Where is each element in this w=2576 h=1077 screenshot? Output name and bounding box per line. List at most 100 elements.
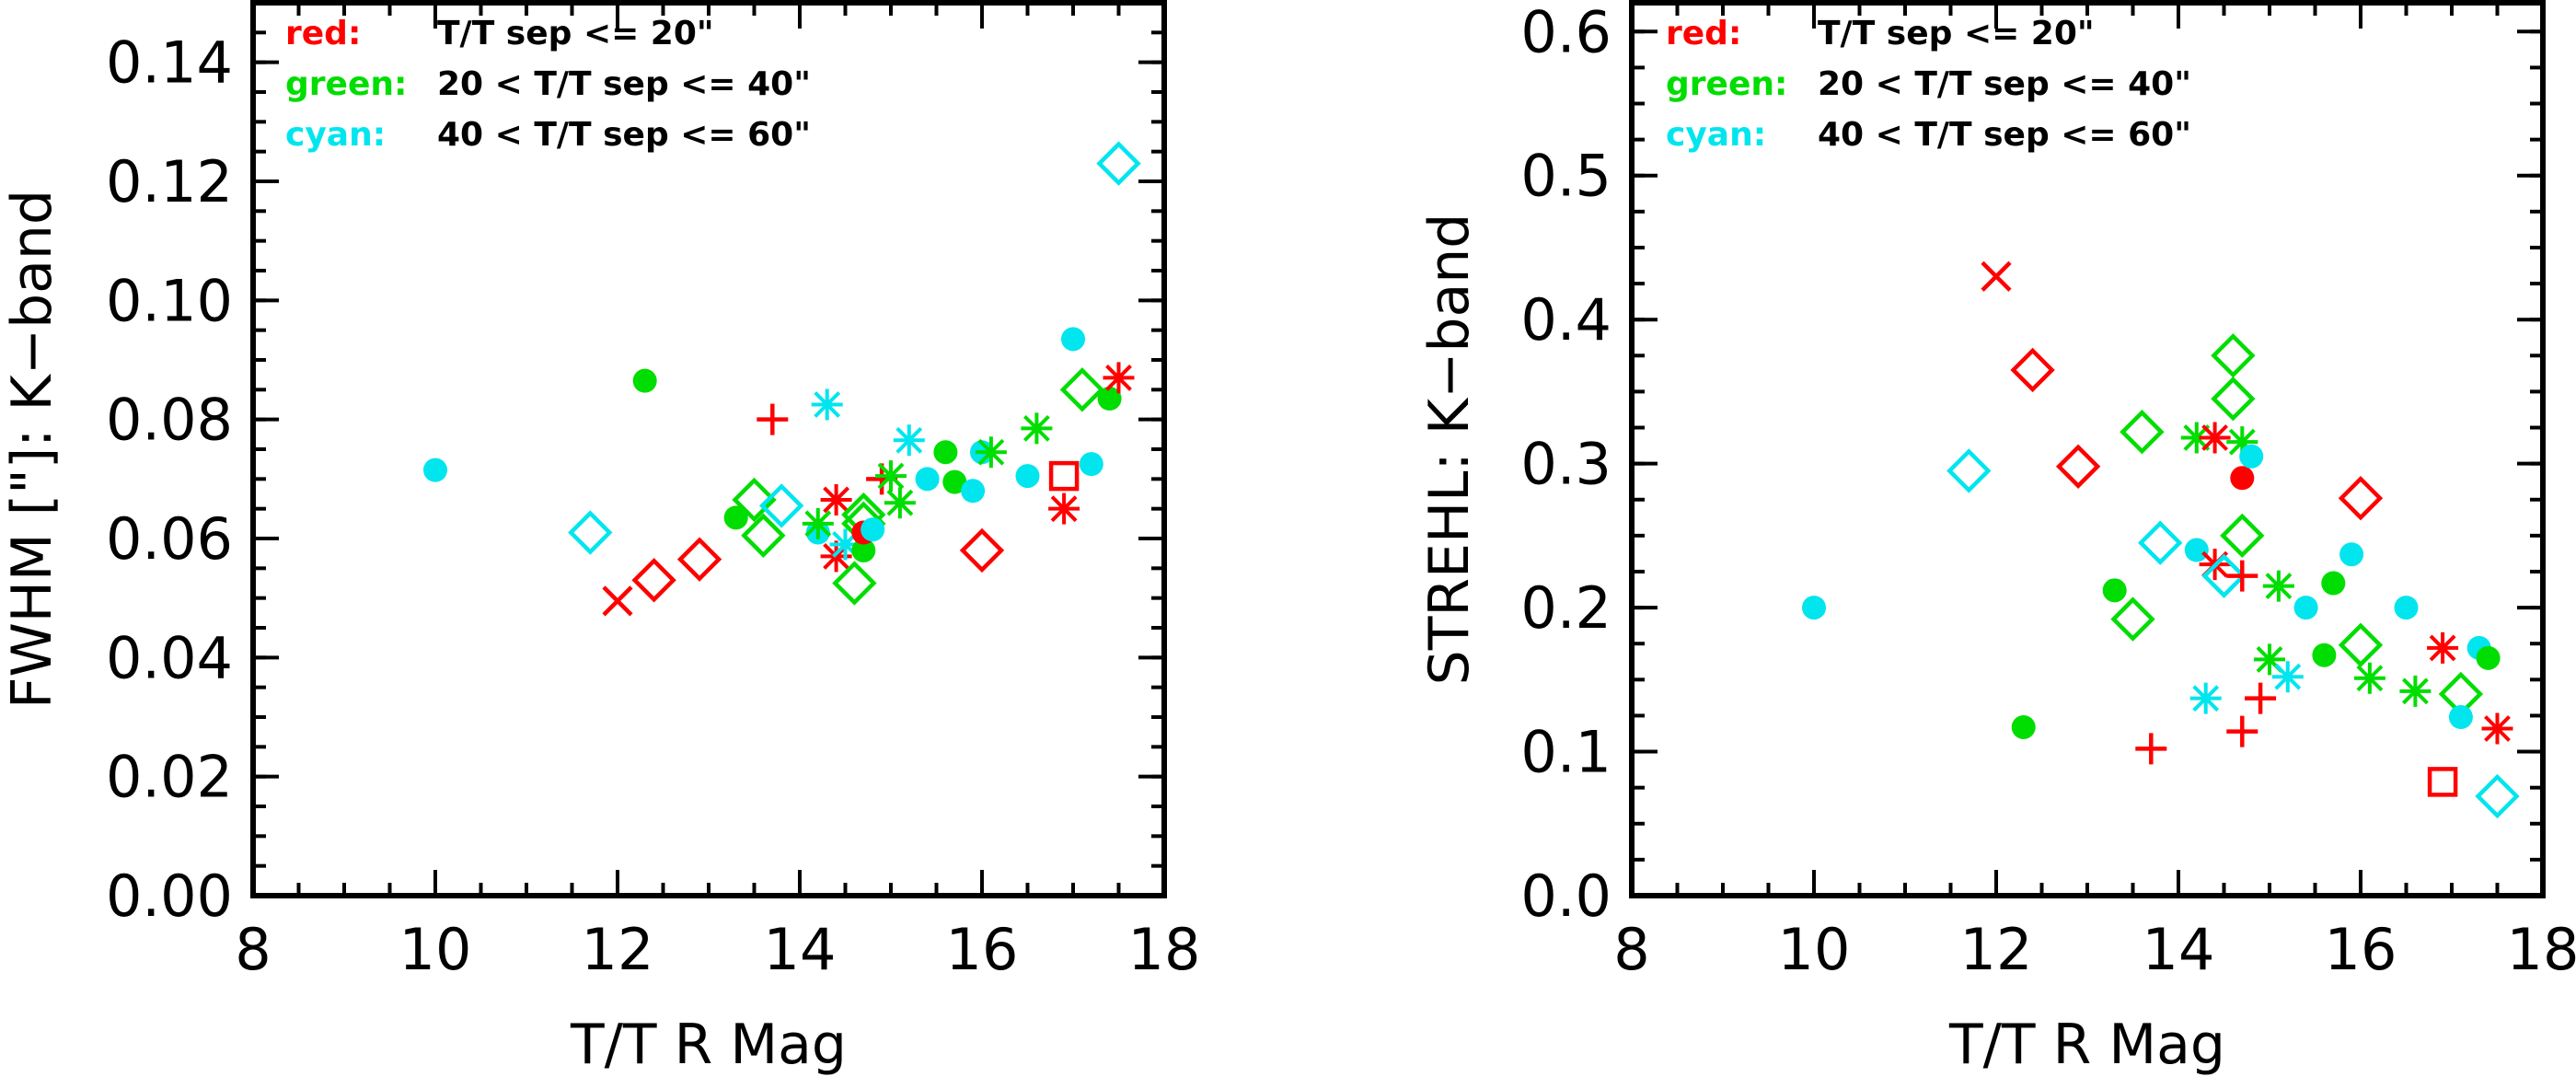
data-point-circle — [1802, 596, 1826, 620]
legend-key-red: red: — [1666, 15, 1741, 52]
data-point-asterisk — [820, 540, 852, 573]
y-axis-title: FWHM ["]: K−band — [0, 190, 64, 709]
y-tick-label: 0.14 — [106, 29, 233, 97]
data-point-diamond — [568, 510, 613, 555]
data-point-circle — [2339, 542, 2364, 567]
data-point-diamond — [2220, 513, 2265, 559]
data-point-diamond — [2211, 333, 2256, 378]
data-point-plus — [2245, 682, 2277, 714]
legend-key-cyan: cyan: — [285, 116, 386, 154]
data-point-plus — [2135, 733, 2167, 765]
y-tick-label: 0.10 — [106, 267, 233, 334]
data-point-circle — [2476, 645, 2501, 670]
y-tick-label: 0.4 — [1520, 286, 1611, 353]
y-tick-label: 0.08 — [106, 387, 233, 454]
data-point-diamond — [2201, 553, 2247, 598]
data-point-diamond — [1059, 367, 1105, 412]
data-point-plus — [2226, 560, 2258, 592]
legend-label-green: 20 < T/T sep <= 40" — [437, 65, 811, 103]
data-point-asterisk — [875, 460, 907, 492]
data-point-diamond — [2338, 476, 2384, 521]
data-point-asterisk — [2262, 570, 2294, 602]
y-tick-label: 0.5 — [1520, 143, 1611, 210]
y-tick-label: 0.6 — [1520, 0, 1611, 65]
x-axis-title: T/T R Mag — [1948, 1013, 2225, 1077]
legend-label-cyan: 40 < T/T sep <= 60" — [437, 116, 811, 154]
x-tick-label: 8 — [235, 916, 271, 983]
data-point-diamond — [2211, 376, 2256, 422]
data-point-diamond — [2338, 622, 2384, 667]
data-point-asterisk — [2427, 631, 2459, 664]
data-point-diamond — [2475, 773, 2520, 819]
x-tick-label: 16 — [2325, 916, 2397, 983]
legend-key-green: green: — [1666, 65, 1787, 103]
data-point-diamond — [676, 537, 722, 582]
x-tick-label: 10 — [1778, 916, 1851, 983]
data-point-asterisk — [802, 507, 834, 539]
y-tick-label: 0.02 — [106, 744, 233, 811]
data-point-asterisk — [2189, 682, 2222, 714]
data-point-circle — [423, 457, 447, 482]
legend-key-green: green: — [285, 65, 407, 103]
data-point-circle — [861, 517, 885, 542]
strehl-chart-panel: 8 10 12 14 16 18 0.0 0.1 0.2 0.3 0.4 0.5 0.6 T/T R Ma… — [1417, 0, 2576, 1077]
data-point-circle — [942, 469, 967, 494]
x-tick-label: 18 — [2507, 916, 2576, 983]
fwhm-chart-panel: 8 10 12 14 16 18 0.00 0.02 0.04 0.06 0.08 0.10 0.12 0… — [0, 0, 1201, 1077]
data-point-diamond — [732, 477, 777, 523]
data-point-asterisk — [2271, 661, 2304, 693]
data-point-asterisk — [2481, 712, 2513, 745]
legend-key-cyan: cyan: — [1666, 116, 1766, 154]
data-point-asterisk — [1048, 492, 1080, 525]
data-point-diamond — [959, 527, 1005, 573]
data-point-circle — [2011, 714, 2036, 739]
data-point-circle — [723, 505, 748, 530]
x-tick-label: 8 — [1613, 916, 1649, 983]
data-point-diamond — [2010, 347, 2055, 393]
legend-label-red: T/T sep <= 20" — [1818, 15, 2095, 52]
x-tick-label: 18 — [1128, 916, 1201, 983]
y-tick-label: 0.12 — [106, 148, 233, 215]
x-tick-label: 10 — [399, 916, 472, 983]
data-point-diamond — [1946, 448, 1992, 493]
y-tick-label: 0.00 — [106, 863, 233, 930]
y-tick-label: 0.0 — [1520, 863, 1611, 930]
data-point-asterisk — [829, 528, 861, 561]
data-point-x — [602, 585, 633, 617]
y-axis-title: STREHL: K−band — [1417, 214, 1482, 686]
data-point-circle — [1061, 327, 1085, 352]
data-point-plus — [2226, 715, 2258, 747]
x-tick-label: 16 — [946, 916, 1019, 983]
data-point-diamond — [2110, 596, 2155, 642]
y-tick-label: 0.2 — [1520, 574, 1611, 642]
x-tick-label: 14 — [764, 916, 837, 983]
data-point-asterisk — [1103, 362, 1135, 394]
data-point-circle — [2448, 705, 2473, 729]
x-tick-label: 12 — [1960, 916, 2033, 983]
data-point-circle — [2102, 578, 2127, 603]
data-point-diamond — [741, 513, 786, 558]
legend-label-green: 20 < T/T sep <= 40" — [1818, 65, 2191, 103]
data-point-diamond — [2055, 444, 2101, 489]
data-point-asterisk — [2226, 426, 2258, 458]
data-point-asterisk — [2180, 422, 2212, 454]
data-point-asterisk — [975, 436, 1007, 469]
y-tick-label: 0.1 — [1520, 719, 1611, 786]
data-point-diamond — [759, 483, 804, 528]
data-point-asterisk — [820, 483, 852, 515]
y-tick-label: 0.04 — [106, 624, 233, 691]
x-tick-label: 14 — [2143, 916, 2215, 983]
data-point-circle — [2184, 538, 2209, 562]
data-point-circle — [632, 368, 657, 393]
data-point-asterisk — [893, 424, 925, 457]
data-point-circle — [1079, 452, 1103, 477]
data-point-asterisk — [2399, 675, 2432, 707]
data-point-circle — [2312, 643, 2337, 667]
data-point-circle — [2293, 596, 2318, 620]
y-tick-label: 0.06 — [106, 505, 233, 573]
y-tick-label: 0.3 — [1520, 431, 1611, 498]
data-point-asterisk — [2353, 662, 2385, 694]
data-point-square — [2427, 767, 2458, 797]
data-point-circle — [1015, 464, 1040, 489]
